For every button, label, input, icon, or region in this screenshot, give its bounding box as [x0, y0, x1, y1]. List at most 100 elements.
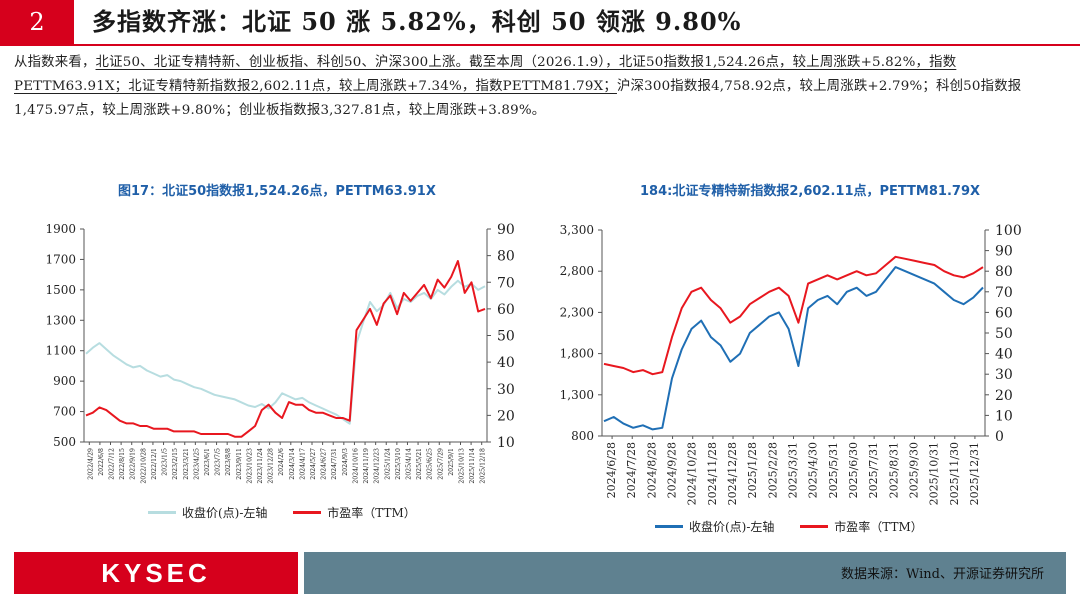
y-left-tick-label: 1500: [45, 283, 76, 297]
x-tick-label: 2025/6/25: [427, 448, 434, 480]
legend-swatch: [800, 525, 829, 528]
x-tick-label: 2022/9/19: [130, 448, 137, 480]
price-series-line: [85, 279, 486, 425]
price-series-line: [603, 266, 984, 431]
x-tick-label: 2022/12/1: [151, 448, 158, 480]
y-left-tick-label: 2,300: [560, 305, 594, 319]
summary-paragraph: 从指数来看，北证50、北证专精特新、创业板指、科创50、沪深300上涨。截至本周…: [14, 51, 1066, 123]
right-chart-title: 184:北证专精特新指数报2,602.11点，PETTM81.79X: [640, 184, 981, 199]
left-chart-legend: 收盘价(点)-左轴 市盈率（TTM）: [148, 503, 438, 521]
x-tick-label: 2025/9/1: [448, 448, 455, 476]
data-source: 数据来源：Wind、开源证券研究所: [841, 567, 1044, 582]
summary-tail: 沪深300指数报4,758.92点，较上周涨跌+2.79%；科创50指数报1,4…: [14, 79, 1022, 118]
y-right-tick-label: 40: [995, 347, 1013, 363]
x-tick-label: 2022/6/8: [98, 448, 105, 476]
x-tick-label: 2024/12/28: [726, 442, 739, 505]
y-right-tick-label: 50: [497, 329, 515, 345]
x-tick-label: 2024/8/28: [645, 442, 658, 498]
y-right-tick-label: 90: [497, 222, 515, 238]
x-tick-label: 2025/4/30: [807, 442, 820, 498]
y-right-tick-label: 30: [497, 382, 515, 398]
x-tick-label: 2025/12/18: [480, 448, 487, 484]
y-left-tick-label: 1,300: [560, 388, 594, 402]
y-left-tick-label: 2,800: [560, 264, 594, 278]
legend-item-price: 收盘价(点)-左轴: [655, 518, 774, 535]
y-left-tick-label: 700: [53, 405, 76, 419]
legend-swatch: [293, 511, 322, 514]
x-tick-label: 2023/7/5: [215, 448, 222, 476]
page-title: 多指数齐涨：北证 50 涨 5.82%，科创 50 领涨 9.80%: [92, 7, 742, 36]
x-tick-label: 2023/9/11: [236, 448, 243, 480]
header-divider: [0, 44, 1080, 46]
x-tick-label: 2024/4/17: [299, 448, 306, 480]
x-tick-label: 2024/5/27: [310, 448, 317, 480]
x-tick-label: 2023/4/25: [193, 448, 200, 480]
x-tick-label: 2024/7/28: [625, 442, 638, 498]
x-tick-label: 2025/1/24: [384, 448, 391, 480]
y-right-tick-label: 60: [995, 305, 1013, 321]
y-left-tick-label: 1,800: [560, 347, 594, 361]
y-left-tick-label: 1900: [45, 222, 76, 236]
x-tick-label: 2023/12/28: [268, 448, 275, 484]
pe-series-line: [85, 260, 486, 438]
y-right-tick-label: 40: [497, 355, 515, 371]
x-tick-label: 2025/6/30: [847, 442, 860, 498]
x-tick-label: 2024/6/27: [321, 448, 328, 480]
x-tick-label: 2025/7/31: [867, 442, 880, 498]
x-tick-label: 2025/3/10: [395, 448, 402, 480]
section-header: 2 多指数齐涨：北证 50 涨 5.82%，科创 50 领涨 9.80%: [0, 0, 1080, 44]
company-logo: KYSEC: [101, 558, 211, 588]
footer-logo-box: [14, 552, 298, 594]
x-tick-label: 2025/7/29: [437, 448, 444, 480]
x-tick-label: 2025/8/31: [887, 442, 900, 498]
x-tick-label: 2023/8/8: [225, 448, 232, 476]
x-tick-label: 2022/7/12: [109, 448, 116, 480]
x-tick-label: 2024/12/23: [374, 448, 381, 484]
y-right-tick-label: 10: [995, 408, 1013, 424]
legend-label: 市盈率（TTM）: [327, 506, 416, 520]
y-left-tick-label: 1300: [45, 313, 76, 327]
y-right-tick-label: 0: [995, 429, 1004, 445]
x-tick-label: 2022/8/15: [119, 448, 126, 480]
x-tick-label: 2025/10/31: [928, 442, 941, 505]
y-right-tick-label: 70: [995, 285, 1013, 301]
legend-swatch: [148, 511, 176, 514]
x-tick-label: 2024/11/19: [363, 448, 370, 484]
y-left-tick-label: 900: [53, 374, 76, 388]
x-tick-label: 2025/9/30: [907, 442, 920, 498]
y-left-tick-label: 1700: [45, 252, 76, 266]
legend-swatch: [655, 525, 683, 528]
y-left-tick-label: 1100: [45, 344, 76, 358]
summary-underlined: 北证50、北证专精特新、创业板指、科创50、沪深300上涨。截至本周（2026.…: [14, 55, 957, 94]
x-tick-label: 2024/9/28: [666, 442, 679, 498]
x-tick-label: 2023/2/15: [172, 448, 179, 480]
x-tick-label: 2024/3/14: [289, 448, 296, 480]
legend-label: 收盘价(点)-左轴: [182, 506, 268, 520]
y-right-tick-label: 50: [995, 326, 1013, 342]
y-left-tick-label: 3,300: [560, 223, 594, 237]
y-right-tick-label: 100: [995, 223, 1022, 239]
x-tick-label: 2025/11/14: [469, 448, 476, 484]
y-right-tick-label: 70: [497, 275, 515, 291]
y-right-tick-label: 30: [995, 367, 1013, 383]
x-tick-label: 2023/6/1: [204, 448, 211, 476]
footer-bar: [304, 552, 1066, 594]
x-tick-label: 2025/1/28: [746, 442, 759, 498]
x-tick-label: 2025/11/30: [948, 442, 961, 505]
y-right-tick-label: 80: [995, 264, 1013, 280]
right-chart-legend: 收盘价(点)-左轴 市盈率（TTM）: [655, 517, 945, 535]
x-tick-label: 2024/2/6: [278, 448, 285, 476]
legend-label: 收盘价(点)-左轴: [689, 520, 775, 534]
x-tick-label: 2025/4/14: [405, 448, 412, 480]
x-tick-label: 2025/3/31: [787, 442, 800, 498]
x-tick-label: 2024/6/28: [605, 442, 618, 498]
legend-label: 市盈率（TTM）: [834, 520, 923, 534]
x-tick-label: 2025/5/31: [827, 442, 840, 498]
y-left-tick-label: 500: [53, 435, 76, 449]
section-number: 2: [0, 0, 74, 44]
left-chart: 1900 1700 1500 1300 1100 900 700 500 90 80 70 60 50 4…: [45, 222, 514, 484]
x-tick-label: 2022/10/28: [140, 448, 147, 484]
x-tick-label: 2023/1/5: [162, 448, 169, 476]
left-chart-title: 图17：北证50指数报1,524.26点，PETTM63.91X: [118, 184, 436, 199]
